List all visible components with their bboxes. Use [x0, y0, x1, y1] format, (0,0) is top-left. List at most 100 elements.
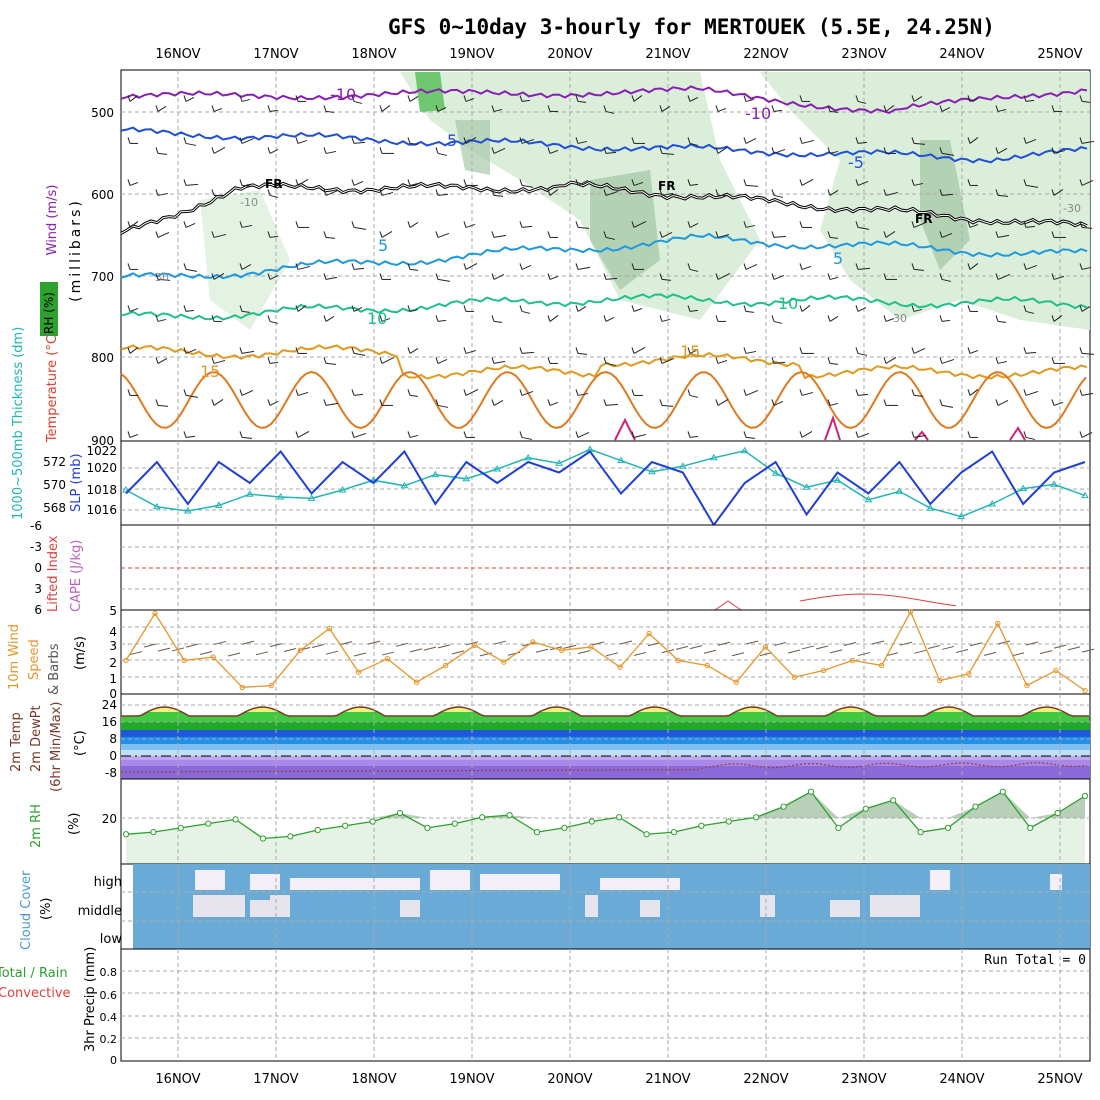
barb	[577, 226, 590, 229]
rh-fill-dark	[126, 791, 1085, 818]
barb	[325, 150, 337, 154]
barb	[325, 362, 337, 365]
li-tick-m6: -6	[30, 519, 42, 533]
barb	[157, 357, 168, 364]
label-rh-unit: (%)	[67, 813, 82, 836]
cloud-clear-mid	[760, 895, 775, 917]
surface-barb	[983, 651, 997, 656]
barb-flag	[603, 147, 607, 154]
barb	[549, 401, 559, 406]
barb-flag	[295, 137, 299, 144]
barb-flag	[1023, 221, 1027, 228]
barb-flag	[659, 357, 663, 364]
barb	[773, 194, 784, 198]
wind-point	[878, 662, 885, 669]
barb-flag	[267, 105, 271, 112]
thick-tick-568: 568	[43, 501, 66, 515]
barb-flag	[687, 263, 691, 270]
surface-barb	[745, 640, 759, 645]
barb-flag	[267, 357, 271, 364]
barb	[661, 106, 671, 112]
wind-tick-1: 1	[109, 672, 117, 686]
label-2mdew: 2m DewPt	[29, 705, 44, 772]
barb-flag	[127, 95, 131, 102]
barb	[353, 180, 364, 186]
surface-barb	[535, 648, 549, 653]
barb	[829, 316, 839, 322]
upper-grid	[121, 70, 1090, 441]
barb	[941, 106, 951, 112]
wind-point	[1053, 667, 1059, 674]
wind-point	[733, 679, 739, 685]
barb-flag	[967, 221, 971, 228]
barb	[997, 147, 1008, 154]
thickness-point	[307, 494, 316, 501]
li-line	[799, 593, 957, 607]
barb	[549, 275, 559, 280]
surface-barb	[731, 652, 745, 657]
barb-flag	[687, 221, 691, 228]
barb	[605, 277, 618, 280]
barb-flag	[183, 389, 187, 396]
barb-flag	[687, 179, 691, 186]
label-rh-c: 30	[155, 271, 169, 284]
rh-point	[999, 788, 1006, 795]
barb-flag	[1051, 357, 1055, 364]
rh-point	[780, 803, 787, 810]
barb-flag	[1079, 137, 1083, 144]
barb	[857, 432, 870, 438]
barb	[913, 142, 926, 145]
surface-barb	[563, 644, 577, 649]
barb	[829, 190, 839, 196]
barb	[857, 141, 868, 144]
barb-flag	[1079, 347, 1083, 354]
barb	[633, 220, 647, 228]
barb-flag	[771, 231, 775, 238]
barb-flag	[267, 399, 271, 406]
date-bottom-19NOV: 19NOV	[449, 1072, 494, 1087]
temp-color-bands	[121, 722, 1090, 779]
thickness-point	[400, 481, 409, 489]
barb-flag	[491, 273, 495, 280]
label-15-b: 15	[680, 342, 700, 361]
surface-barb	[1053, 644, 1067, 649]
barb-flag	[575, 305, 579, 312]
barb	[549, 315, 559, 322]
surface-barb	[423, 646, 437, 651]
barb	[157, 192, 169, 196]
label-thickness: 1000~500mb Thickness (dm)	[11, 327, 26, 520]
surface-barb	[913, 649, 927, 654]
barb-flag	[827, 357, 831, 364]
barb	[521, 225, 533, 228]
date-top-20NOV: 20NOV	[547, 47, 592, 62]
barb	[1025, 310, 1035, 314]
barb-flag	[799, 263, 803, 270]
surface-barb	[493, 640, 507, 645]
barb	[689, 268, 699, 272]
barb	[185, 435, 196, 438]
temp-grid	[121, 694, 1090, 779]
barb-flag	[155, 357, 159, 364]
barb-flag	[575, 347, 579, 354]
barb-flag	[295, 431, 299, 438]
wind-point	[588, 644, 594, 650]
cloud-clear-high	[290, 878, 420, 890]
barb-flag	[351, 389, 355, 396]
temp-band	[121, 766, 1090, 772]
barb	[1053, 149, 1066, 154]
barb-flag	[351, 179, 355, 186]
rh-point	[725, 818, 732, 825]
thickness-point	[214, 501, 223, 508]
thickness-point	[864, 495, 873, 503]
barb-flag	[771, 315, 775, 322]
wind-speed-markers	[123, 608, 1088, 694]
barb-flag	[435, 273, 439, 280]
rh-point	[479, 814, 486, 821]
barb-flag	[379, 105, 383, 112]
barb	[605, 362, 617, 366]
barb	[745, 263, 758, 270]
temp-contour-25	[614, 414, 1026, 441]
barb	[773, 320, 783, 324]
barb-flag	[379, 357, 383, 364]
thickness-point	[462, 474, 471, 482]
